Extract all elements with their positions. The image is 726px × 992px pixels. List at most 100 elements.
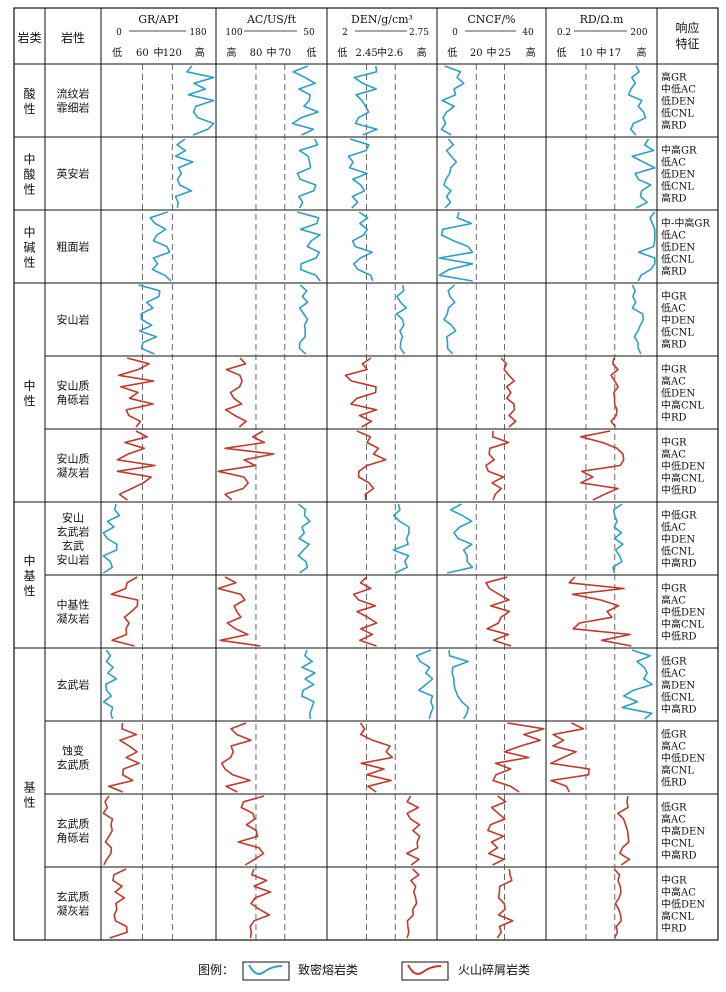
group-label-1: 酸 bbox=[23, 167, 35, 182]
response-0: 低DEN bbox=[661, 95, 695, 108]
response-3: 低CNL bbox=[661, 326, 694, 339]
response-5: 中GR bbox=[661, 436, 687, 449]
response-6: 中DEN bbox=[661, 533, 695, 546]
curve-rd-2 bbox=[637, 211, 656, 282]
track-tick-ac: 高 bbox=[227, 46, 237, 59]
response-6: 低CNL bbox=[661, 545, 694, 558]
response-7: 中GR bbox=[661, 582, 687, 595]
response-4: 中高CNL bbox=[661, 399, 704, 412]
lithology-name-4: 安山质 bbox=[57, 379, 90, 393]
track-tick-ac: 低 bbox=[306, 46, 316, 59]
lithology-name-10: 角砾岩 bbox=[57, 831, 90, 845]
track-tick-gr: 低 bbox=[112, 46, 122, 59]
curve-den-2 bbox=[351, 211, 374, 282]
lithology-name-0: 流纹岩 bbox=[57, 87, 90, 101]
lithology-name-3: 安山岩 bbox=[57, 313, 90, 327]
curve-rd-7 bbox=[568, 576, 632, 647]
curve-cncf-11 bbox=[496, 868, 514, 939]
legend-title: 图例： bbox=[198, 963, 234, 977]
group-label-3: 中 bbox=[23, 378, 35, 393]
response-3: 高RD bbox=[661, 338, 687, 351]
curve-cncf-0 bbox=[440, 65, 465, 136]
header-response: 特征 bbox=[675, 36, 699, 51]
curve-gr-7 bbox=[110, 576, 139, 647]
curve-den-7 bbox=[352, 576, 378, 647]
response-2: 中-中高GR bbox=[661, 217, 710, 230]
lithology-name-4: 角砾岩 bbox=[57, 393, 90, 407]
lithology-name-11: 凝灰岩 bbox=[57, 904, 90, 918]
track-tick-cncf: 20 bbox=[470, 48, 483, 59]
response-1: 低AC bbox=[661, 156, 686, 169]
legend-clastic-box bbox=[401, 961, 449, 981]
track-scale-left-ac: 100 bbox=[225, 28, 242, 38]
lithology-name-7: 凝灰岩 bbox=[57, 612, 90, 626]
curve-gr-0 bbox=[186, 65, 215, 136]
track-scale-right-cncf: 40 bbox=[522, 28, 534, 38]
response-5: 中低RD bbox=[661, 484, 697, 497]
curve-ac-1 bbox=[296, 138, 319, 209]
lithology-name-6: 玄武岩 bbox=[57, 525, 90, 539]
track-tick-cncf: 高 bbox=[526, 46, 536, 59]
track-tick-gr: 高 bbox=[195, 46, 205, 59]
curve-cncf-2 bbox=[438, 211, 474, 282]
curve-den-10 bbox=[406, 795, 421, 866]
response-7: 中低RD bbox=[661, 630, 697, 643]
response-3: 中DEN bbox=[661, 314, 695, 327]
group-label-5: 性 bbox=[23, 796, 35, 810]
curve-den-0 bbox=[353, 65, 378, 136]
curve-den-9 bbox=[359, 722, 394, 793]
curve-cncf-8 bbox=[448, 649, 470, 720]
legend-clastic-label: 火山碎屑岩类 bbox=[458, 962, 530, 977]
response-5: 中高CNL bbox=[661, 472, 704, 485]
header-response: 响应 bbox=[675, 20, 699, 35]
curve-rd-1 bbox=[631, 138, 656, 209]
curve-ac-9 bbox=[220, 722, 252, 793]
group-label-5: 基 bbox=[23, 781, 35, 795]
curve-ac-5 bbox=[217, 430, 275, 501]
legend-lava-swatch bbox=[248, 964, 283, 975]
track-tick-gr: 60 bbox=[136, 48, 149, 59]
curve-rd-0 bbox=[627, 65, 647, 136]
track-scale-left-den: 2 bbox=[342, 28, 348, 38]
curve-gr-6 bbox=[102, 503, 121, 574]
track-title-den: DEN/g/cm³ bbox=[351, 13, 413, 26]
curve-gr-8 bbox=[102, 649, 118, 720]
header-rock-class: 岩类 bbox=[17, 30, 41, 45]
curve-ac-0 bbox=[291, 65, 319, 136]
lithology-name-1: 英安岩 bbox=[57, 167, 90, 181]
lithology-name-6: 玄武 bbox=[62, 539, 84, 553]
response-10: 中CNL bbox=[661, 837, 694, 850]
track-title-gr: GR/API bbox=[138, 13, 178, 26]
curve-cncf-9 bbox=[492, 722, 545, 793]
curve-den-4 bbox=[344, 357, 378, 428]
response-7: 高AC bbox=[661, 594, 686, 607]
curve-gr-1 bbox=[174, 138, 194, 209]
track-scale-left-gr: 0 bbox=[116, 28, 122, 38]
curve-cncf-3 bbox=[443, 284, 457, 355]
track-tick-rd: 10 bbox=[580, 48, 593, 59]
response-4: 低DEN bbox=[661, 387, 695, 400]
curve-rd-4 bbox=[610, 357, 619, 428]
curve-cncf-7 bbox=[485, 576, 512, 647]
curve-den-3 bbox=[395, 284, 408, 355]
lithology-name-10: 玄武质 bbox=[57, 817, 90, 831]
legend-clastic-swatch bbox=[407, 964, 442, 975]
response-7: 中低DEN bbox=[661, 606, 705, 619]
curve-cncf-5 bbox=[485, 430, 510, 501]
response-11: 中GR bbox=[661, 874, 687, 887]
track-tick-rd: 中 bbox=[597, 46, 607, 59]
track-scale-right-den: 2.75 bbox=[409, 28, 429, 38]
response-11: 中高AC bbox=[661, 886, 696, 899]
response-9: 低RD bbox=[661, 776, 687, 789]
response-1: 低DEN bbox=[661, 168, 695, 181]
curve-ac-2 bbox=[296, 211, 321, 282]
curve-rd-10 bbox=[617, 795, 631, 866]
response-9: 高AC bbox=[661, 740, 686, 753]
response-11: 中RD bbox=[661, 922, 687, 935]
group-label-1: 性 bbox=[23, 183, 35, 197]
curve-gr-2 bbox=[149, 211, 172, 282]
curve-ac-7 bbox=[217, 576, 261, 647]
curve-cncf-10 bbox=[487, 795, 507, 866]
